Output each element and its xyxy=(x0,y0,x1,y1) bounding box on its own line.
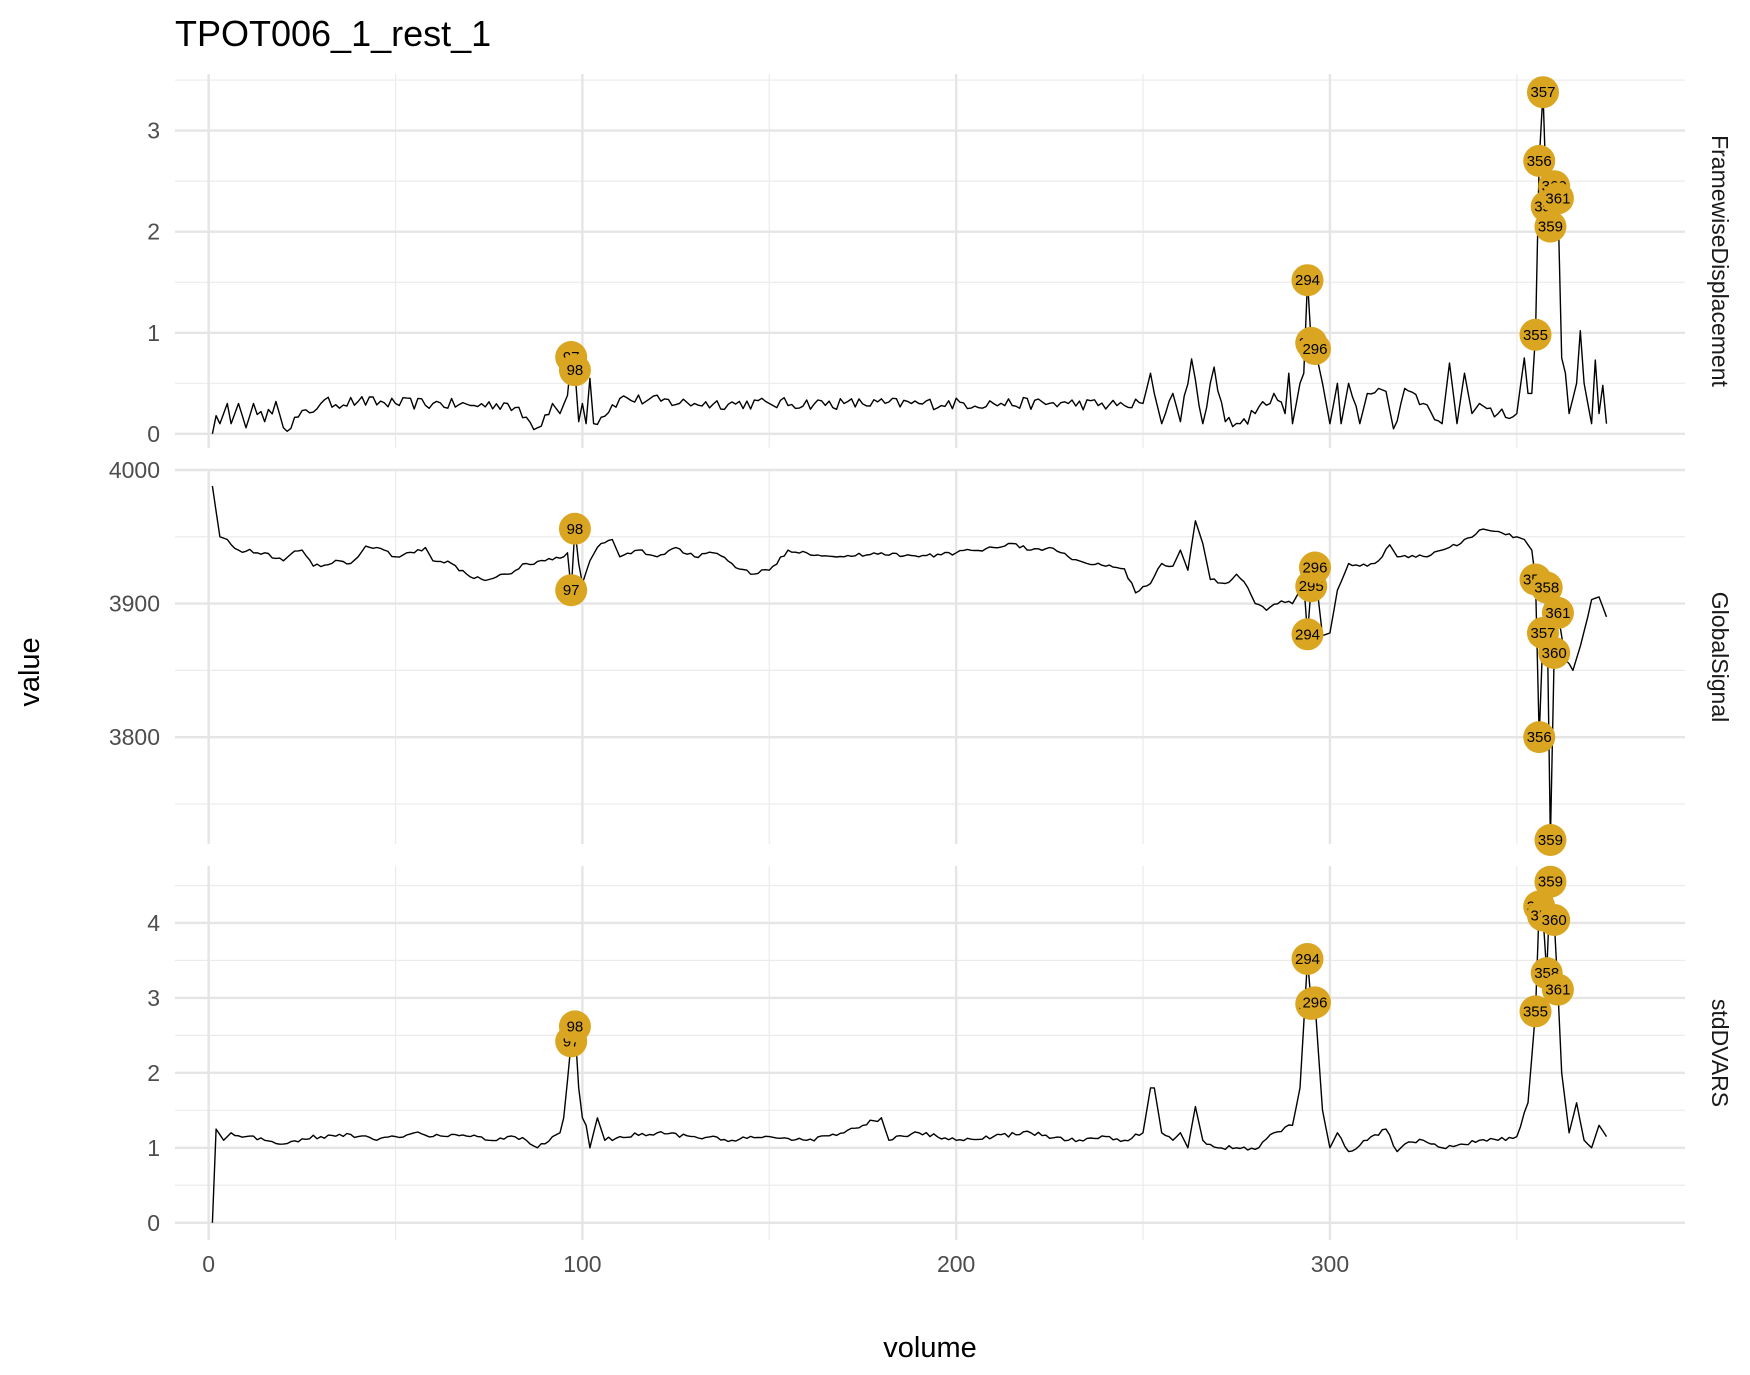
series-line xyxy=(211,485,1608,841)
y-tick-label: 3900 xyxy=(109,591,160,617)
flagged-point xyxy=(1291,942,1324,975)
y-tick-label: 0 xyxy=(147,421,160,447)
point-label: 294 xyxy=(1295,951,1320,968)
point-label: 359 xyxy=(1538,874,1563,891)
point-label: 359 xyxy=(1538,832,1563,849)
x-tick-label: 100 xyxy=(563,1251,601,1277)
point-label: 357 xyxy=(1530,84,1555,101)
panel-stdDVARS: 01234stdDVARS979829429529635535635735835… xyxy=(147,865,1733,1240)
flagged-point xyxy=(1538,636,1571,669)
flagged-point xyxy=(1534,865,1567,898)
facet-strip-label: GlobalSignal xyxy=(1707,592,1733,722)
point-label: 358 xyxy=(1534,580,1559,597)
y-tick-label: 1 xyxy=(147,320,160,346)
flagged-point xyxy=(558,354,591,387)
point-label: 361 xyxy=(1545,982,1570,999)
x-tick-label: 300 xyxy=(1311,1251,1349,1277)
point-label: 360 xyxy=(1542,912,1567,929)
point-label: 296 xyxy=(1302,994,1327,1011)
flagged-point xyxy=(1523,721,1556,754)
point-label: 98 xyxy=(567,521,584,538)
flagged-point xyxy=(1541,182,1574,215)
point-label: 361 xyxy=(1545,190,1570,207)
x-tick-label: 0 xyxy=(202,1251,215,1277)
facet-strip-label: stdDVARS xyxy=(1707,999,1733,1107)
flagged-point xyxy=(1519,995,1552,1028)
point-label: 355 xyxy=(1523,1003,1548,1020)
y-tick-label: 3800 xyxy=(109,724,160,750)
y-tick-label: 1 xyxy=(147,1135,160,1161)
flagged-point xyxy=(1291,264,1324,297)
flagged-point xyxy=(1538,903,1571,936)
point-label: 98 xyxy=(567,362,584,379)
point-label: 294 xyxy=(1295,272,1320,289)
chart-title: TPOT006_1_rest_1 xyxy=(175,13,491,54)
point-label: 355 xyxy=(1523,327,1548,344)
point-label: 361 xyxy=(1545,605,1570,622)
y-tick-label: 3 xyxy=(147,985,160,1011)
flagged-point xyxy=(1530,571,1563,604)
facet-strip-label: FramewiseDisplacement xyxy=(1707,135,1733,387)
panels: 0123FramewiseDisplacement979829429529635… xyxy=(109,74,1733,1277)
flagged-point xyxy=(1541,596,1574,629)
y-tick-label: 2 xyxy=(147,1060,160,1086)
y-tick-label: 4 xyxy=(147,910,160,936)
flagged-point xyxy=(555,574,588,607)
point-label: 357 xyxy=(1530,625,1555,642)
flagged-point xyxy=(1291,618,1324,651)
point-label: 356 xyxy=(1527,153,1552,170)
point-label: 359 xyxy=(1538,219,1563,236)
series-line xyxy=(211,91,1608,434)
y-tick-label: 3 xyxy=(147,118,160,144)
x-tick-label: 200 xyxy=(937,1251,975,1277)
point-label: 296 xyxy=(1302,341,1327,358)
series-line xyxy=(211,881,1608,1223)
flagged-point xyxy=(1298,986,1331,1019)
point-label: 97 xyxy=(563,582,580,599)
flagged-point xyxy=(558,512,591,545)
x-axis-title: volume xyxy=(883,1332,977,1364)
panel-FramewiseDisplacement: 0123FramewiseDisplacement979829429529635… xyxy=(147,74,1733,448)
point-label: 294 xyxy=(1295,626,1320,643)
flagged-point xyxy=(1298,551,1331,584)
point-label: 360 xyxy=(1542,645,1567,662)
point-label: 98 xyxy=(567,1018,584,1035)
flagged-point xyxy=(1541,973,1574,1006)
y-tick-label: 4000 xyxy=(109,457,160,483)
flagged-point xyxy=(1519,318,1552,351)
y-axis-title: value xyxy=(14,637,46,706)
panel-GlobalSignal: 380039004000GlobalSignal9798294295296355… xyxy=(109,457,1733,856)
point-label: 296 xyxy=(1302,560,1327,577)
flagged-point xyxy=(1523,144,1556,177)
point-label: 356 xyxy=(1527,729,1552,746)
flagged-point xyxy=(558,1010,591,1043)
flagged-point xyxy=(1526,76,1559,109)
flagged-point xyxy=(1298,332,1331,365)
y-tick-label: 2 xyxy=(147,219,160,245)
y-tick-label: 0 xyxy=(147,1210,160,1236)
flagged-point xyxy=(1534,823,1567,856)
flagged-point xyxy=(1534,210,1567,243)
